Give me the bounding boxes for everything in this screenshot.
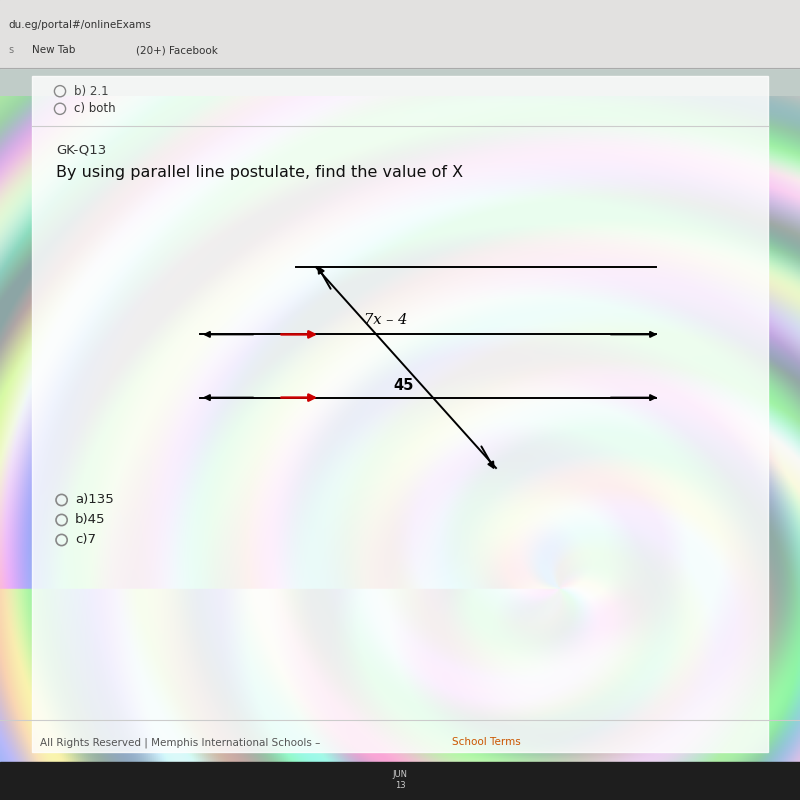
Text: 45: 45 xyxy=(394,378,414,393)
Text: c)7: c)7 xyxy=(75,534,96,546)
Text: b)45: b)45 xyxy=(75,514,106,526)
Text: New Tab: New Tab xyxy=(32,46,75,55)
Text: s: s xyxy=(8,46,13,55)
Text: By using parallel line postulate, find the value of X: By using parallel line postulate, find t… xyxy=(56,165,463,179)
Text: All Rights Reserved | Memphis International Schools –: All Rights Reserved | Memphis Internatio… xyxy=(40,737,324,748)
Text: (20+) Facebook: (20+) Facebook xyxy=(136,46,218,55)
Text: JUN
13: JUN 13 xyxy=(393,770,407,790)
FancyBboxPatch shape xyxy=(0,0,800,68)
Text: b) 2.1: b) 2.1 xyxy=(74,85,108,98)
FancyBboxPatch shape xyxy=(32,76,768,752)
Text: School Terms: School Terms xyxy=(452,738,521,747)
Text: du.eg/portal#/onlineExams: du.eg/portal#/onlineExams xyxy=(8,20,151,30)
Text: 7x – 4: 7x – 4 xyxy=(364,313,407,327)
FancyBboxPatch shape xyxy=(0,762,800,800)
Text: a)135: a)135 xyxy=(75,494,114,506)
Text: GK-Q13: GK-Q13 xyxy=(56,144,106,157)
Text: c) both: c) both xyxy=(74,102,115,115)
